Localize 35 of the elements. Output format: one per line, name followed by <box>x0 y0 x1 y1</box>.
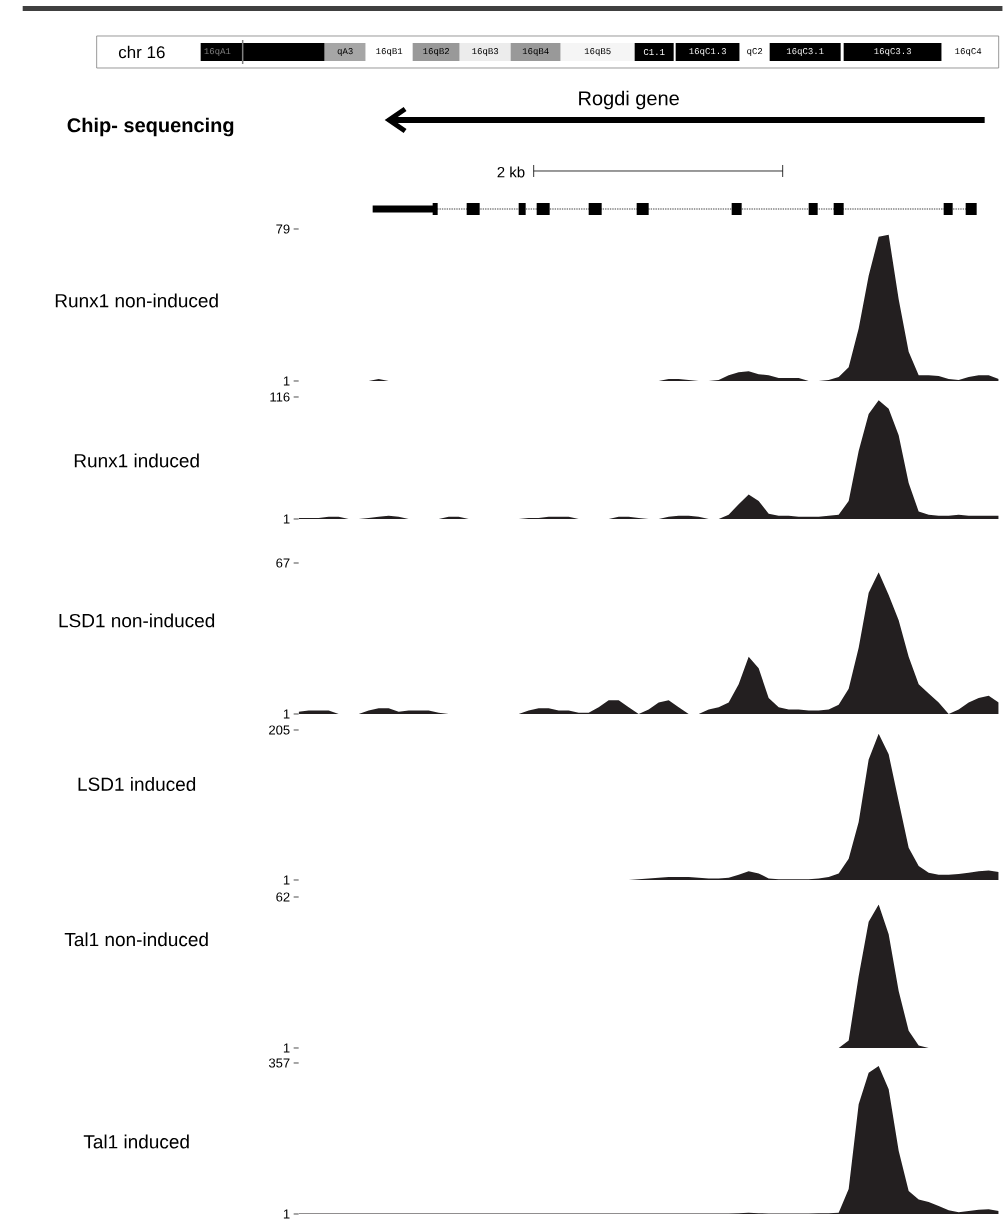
y-tick-label: 1 <box>284 875 290 885</box>
text: 16qB2 <box>423 48 450 56</box>
text: qA3 <box>337 48 353 56</box>
y-axis-title: Tal1 induced <box>83 1134 189 1149</box>
y-tick-label: 67 <box>276 558 290 568</box>
text: chr 16 <box>119 45 165 59</box>
text: 16qC4 <box>955 48 982 56</box>
text: Rogdi gene <box>579 90 680 110</box>
text: 16qA1 <box>204 48 231 56</box>
y-axis-title: Runx1 non-induced <box>56 293 218 308</box>
y-axis-title: LSD1 induced <box>78 777 196 791</box>
y-tick-label: 205 <box>269 725 290 735</box>
text: 16qB1 <box>376 48 403 56</box>
text: C1.1 <box>644 48 665 56</box>
text: qC2 <box>747 48 763 56</box>
text: 16qB4 <box>522 48 549 56</box>
text: 16qB5 <box>584 48 611 56</box>
text: 2 kb <box>497 166 525 178</box>
text: 16qC1.3 <box>689 48 727 56</box>
text: 16qC3.3 <box>874 48 912 56</box>
y-axis-title: LSD1 non-induced <box>59 613 215 628</box>
text: 16qB3 <box>472 48 499 56</box>
y-tick-label: 1 <box>284 514 290 524</box>
chart-title: Chip- sequencing <box>67 117 234 137</box>
y-tick-label: 79 <box>276 224 290 234</box>
y-tick-label: 1 <box>284 709 290 719</box>
y-axis-title: Runx1 induced <box>75 453 199 468</box>
y-tick-label: 116 <box>270 392 290 402</box>
y-tick-label: 1 <box>284 376 290 386</box>
y-tick-label: 62 <box>276 892 290 902</box>
y-tick-label: 1 <box>284 1209 290 1219</box>
y-tick-label: 1 <box>284 1043 290 1053</box>
y-tick-label: 357 <box>269 1058 290 1068</box>
text: 16qC3.1 <box>787 48 824 56</box>
y-axis-title: Tal1 non-induced <box>64 932 208 947</box>
